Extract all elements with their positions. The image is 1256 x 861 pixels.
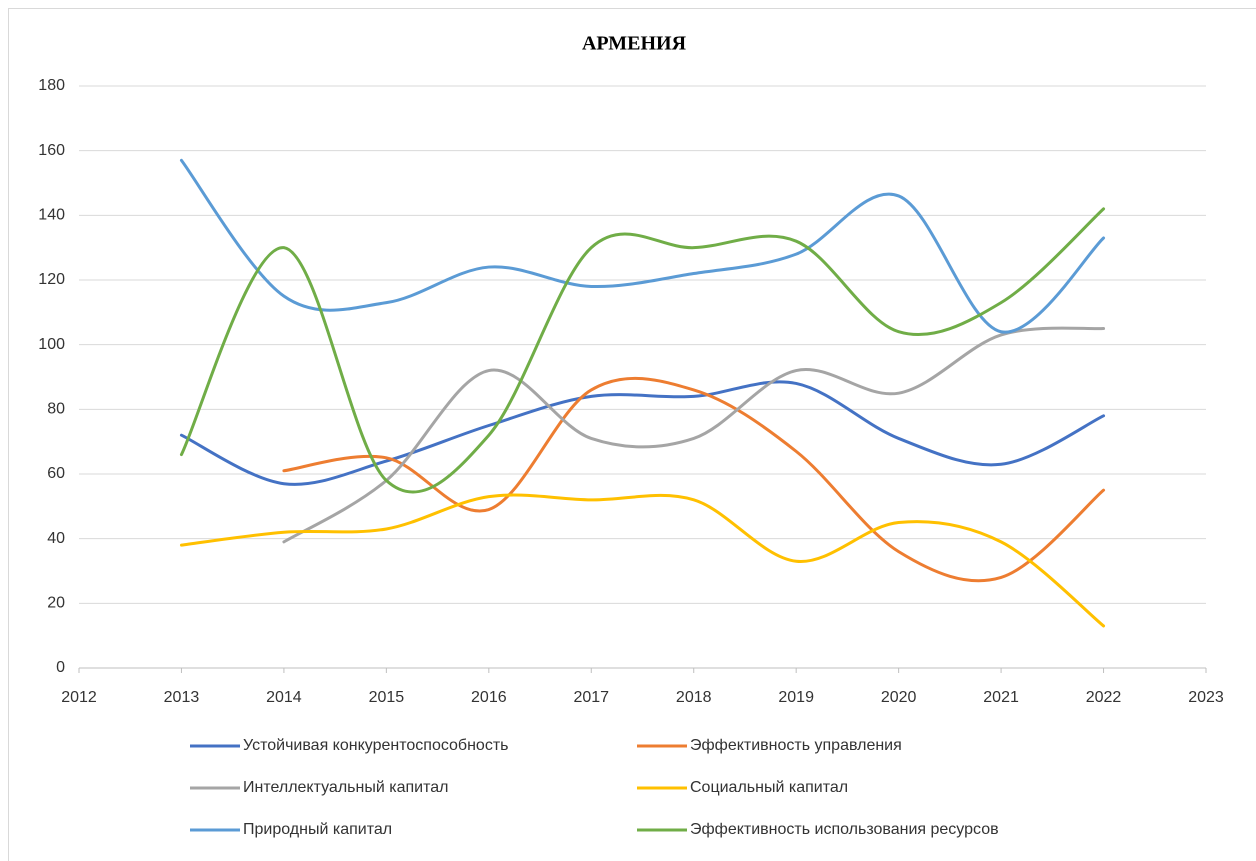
legend-label: Социальный капитал: [690, 779, 848, 796]
y-tick-label: 100: [38, 336, 65, 353]
series-line: [282, 326, 1106, 544]
x-tick-label: 2021: [983, 689, 1019, 706]
legend-label: Природный капитал: [243, 821, 392, 838]
y-tick-label: 140: [38, 207, 65, 224]
x-tick-label: 2012: [61, 689, 97, 706]
x-tick-label: 2019: [778, 689, 814, 706]
legend-label: Интеллектуальный капитал: [243, 779, 448, 796]
x-tick-label: 2017: [573, 689, 609, 706]
x-tick-label: 2016: [471, 689, 507, 706]
x-tick-label: 2018: [676, 689, 712, 706]
y-tick-label: 20: [47, 595, 65, 612]
series-line: [179, 207, 1106, 494]
x-tick-label: 2020: [881, 689, 917, 706]
series-line: [179, 380, 1106, 486]
y-tick-label: 160: [38, 142, 65, 159]
y-tick-label: 120: [38, 271, 65, 288]
y-tick-label: 40: [47, 530, 65, 547]
series-line: [179, 493, 1106, 628]
y-tick-label: 180: [38, 77, 65, 94]
x-tick-label: 2023: [1188, 689, 1224, 706]
x-tick-label: 2015: [369, 689, 405, 706]
y-tick-label: 0: [56, 659, 65, 676]
x-tick-label: 2014: [266, 689, 302, 706]
series-line: [282, 376, 1106, 583]
legend-label: Устойчивая конкурентоспособность: [243, 737, 508, 754]
chart-title: АРМЕНИЯ: [582, 33, 687, 55]
legend-label: Эффективность использования ресурсов: [690, 821, 999, 838]
legend-label: Эффективность управления: [690, 737, 902, 754]
y-tick-label: 60: [47, 465, 65, 482]
y-tick-label: 80: [47, 401, 65, 418]
x-tick-label: 2013: [164, 689, 200, 706]
x-tick-label: 2022: [1086, 689, 1122, 706]
